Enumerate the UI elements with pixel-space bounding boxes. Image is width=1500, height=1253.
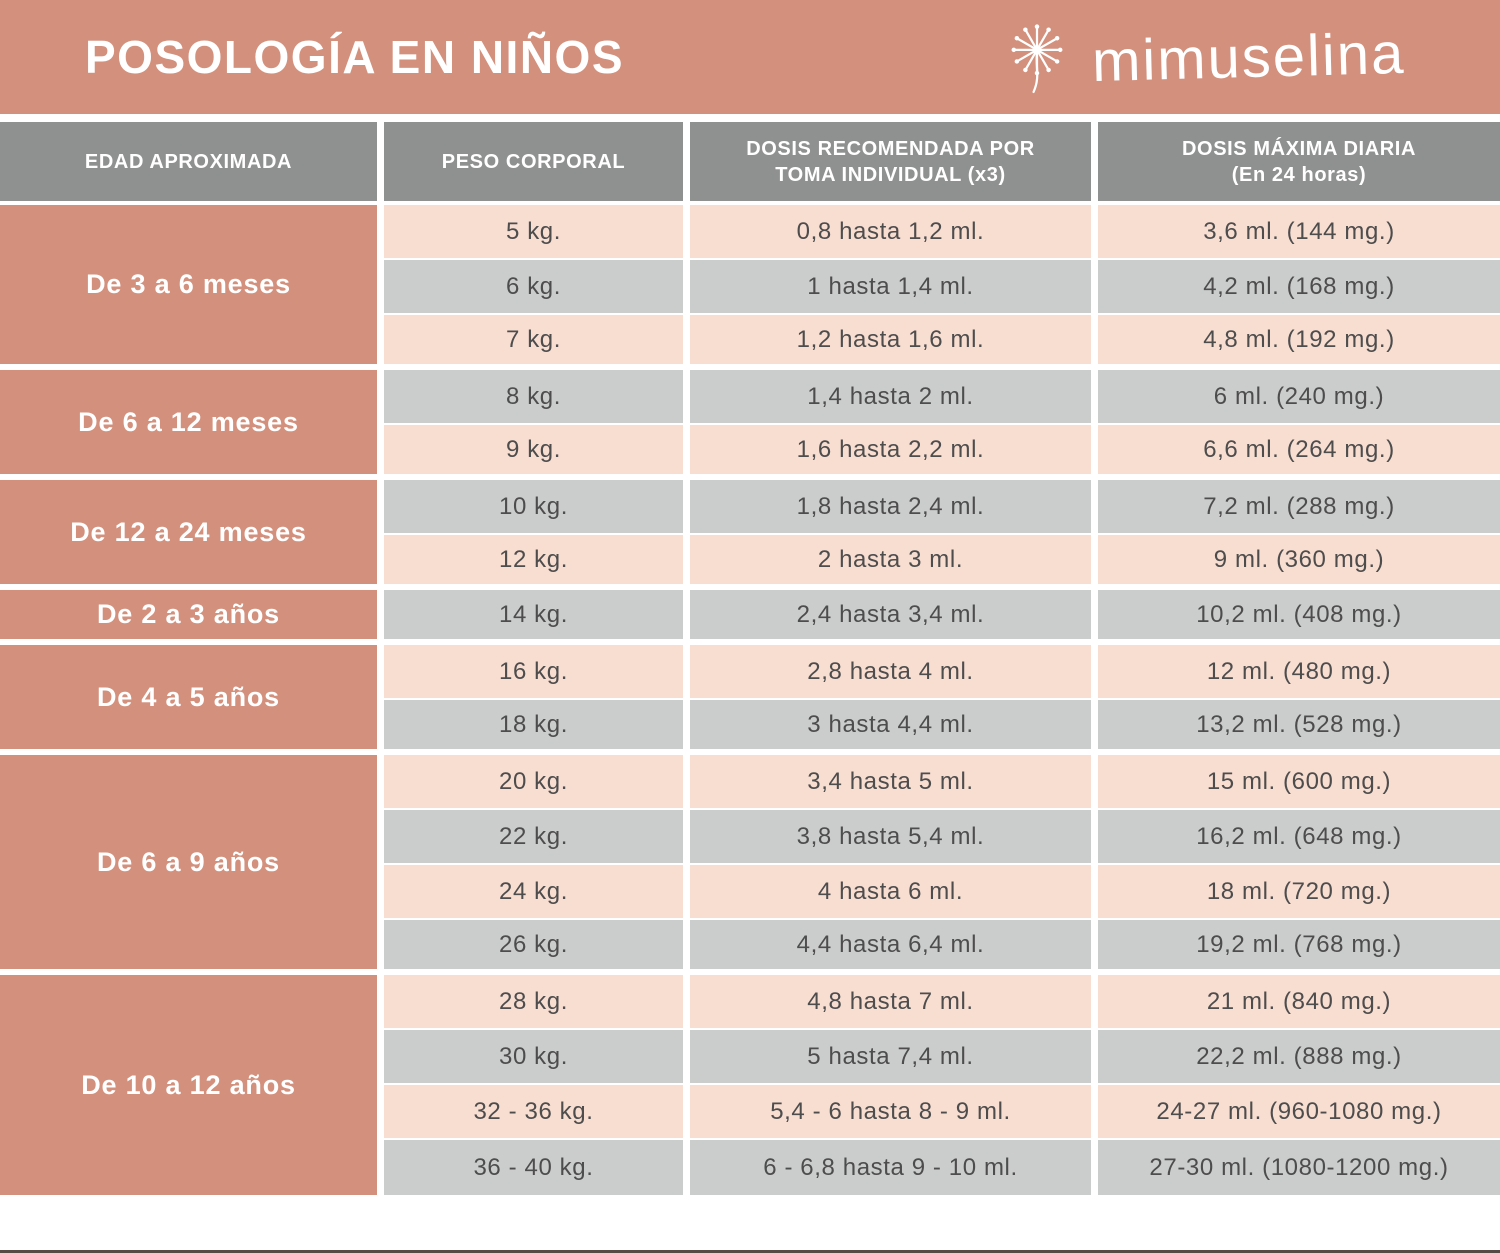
dosis-recomendada-cell: 1,2 hasta 1,6 ml. bbox=[683, 315, 1091, 370]
table-row: 30 kg. 5 hasta 7,4 ml. 22,2 ml. (888 mg.) bbox=[0, 1030, 1500, 1085]
age-group-cell: De 3 a 6 meses bbox=[0, 205, 377, 370]
dosis-maxima-cell: 27-30 ml. (1080-1200 mg.) bbox=[1091, 1140, 1500, 1195]
age-group-cell: De 2 a 3 años bbox=[0, 590, 377, 645]
dosis-recomendada-cell: 6 - 6,8 hasta 9 - 10 ml. bbox=[683, 1140, 1091, 1195]
peso-cell: 10 kg. bbox=[377, 480, 683, 535]
peso-cell: 30 kg. bbox=[377, 1030, 683, 1085]
dosage-table: EDAD APROXIMADA PESO CORPORAL DOSIS RECO… bbox=[0, 122, 1500, 1195]
age-group-cell: De 6 a 12 meses bbox=[0, 370, 377, 480]
table-row: De 2 a 3 años 14 kg. 2,4 hasta 3,4 ml. 10,2… bbox=[0, 590, 1500, 645]
table-body: De 3 a 6 meses 5 kg. 0,8 hasta 1,2 ml. 3,6 … bbox=[0, 205, 1500, 1195]
dosis-recomendada-cell: 2,4 hasta 3,4 ml. bbox=[683, 590, 1091, 645]
table-row: De 3 a 6 meses 5 kg. 0,8 hasta 1,2 ml. 3,6 … bbox=[0, 205, 1500, 370]
peso-cell: 16 kg. bbox=[377, 645, 683, 700]
dosis-maxima-cell: 4,2 ml. (168 mg.) bbox=[1091, 260, 1500, 315]
age-group-cell: De 6 a 9 años bbox=[0, 755, 377, 975]
dosis-recomendada-cell: 5 hasta 7,4 ml. bbox=[683, 1030, 1091, 1085]
peso-cell: 5 kg. bbox=[377, 205, 683, 260]
col-header-edad-aproximada: EDAD APROXIMADA bbox=[0, 122, 377, 205]
dosis-maxima-cell: 10,2 ml. (408 mg.) bbox=[1091, 590, 1500, 645]
peso-cell: 9 kg. bbox=[377, 425, 683, 480]
table-row: 12 kg. 2 hasta 3 ml. 9 ml. (360 mg.) bbox=[0, 535, 1500, 590]
dosis-recomendada-cell: 1,8 hasta 2,4 ml. bbox=[683, 480, 1091, 535]
dosis-maxima-cell: 21 ml. (840 mg.) bbox=[1091, 975, 1500, 1030]
dosis-recomendada-cell: 4,4 hasta 6,4 ml. bbox=[683, 920, 1091, 975]
dosis-maxima-cell: 6 ml. (240 mg.) bbox=[1091, 370, 1500, 425]
table-row: 7 kg. 1,2 hasta 1,6 ml. 4,8 ml. (192 mg.) bbox=[0, 315, 1500, 370]
table-row: 32 - 36 kg. 5,4 - 6 hasta 8 - 9 ml. 24-27 … bbox=[0, 1085, 1500, 1140]
peso-cell: 18 kg. bbox=[377, 700, 683, 755]
table-row: De 12 a 24 meses 10 kg. 1,8 hasta 2,4 ml. 7… bbox=[0, 480, 1500, 590]
col-header-dosis-maxima: DOSIS MÁXIMA DIARIA (En 24 horas) bbox=[1091, 122, 1500, 205]
dosis-maxima-cell: 3,6 ml. (144 mg.) bbox=[1091, 205, 1500, 260]
dosis-recomendada-cell: 3,4 hasta 5 ml. bbox=[683, 755, 1091, 810]
col-header-peso-corporal: PESO CORPORAL bbox=[377, 122, 683, 205]
table-row: 26 kg. 4,4 hasta 6,4 ml. 19,2 ml. (768 mg.… bbox=[0, 920, 1500, 975]
peso-cell: 7 kg. bbox=[377, 315, 683, 370]
peso-cell: 6 kg. bbox=[377, 260, 683, 315]
peso-cell: 32 - 36 kg. bbox=[377, 1085, 683, 1140]
dosis-recomendada-cell: 4,8 hasta 7 ml. bbox=[683, 975, 1091, 1030]
table-row: 22 kg. 3,8 hasta 5,4 ml. 16,2 ml. (648 mg.… bbox=[0, 810, 1500, 865]
age-group-cell: De 10 a 12 años bbox=[0, 975, 377, 1195]
col-header-dosis-recomendada: DOSIS RECOMENDADA POR TOMA INDIVIDUAL (x… bbox=[683, 122, 1091, 205]
age-group-cell: De 12 a 24 meses bbox=[0, 480, 377, 590]
dosis-maxima-cell: 4,8 ml. (192 mg.) bbox=[1091, 315, 1500, 370]
dosis-maxima-cell: 15 ml. (600 mg.) bbox=[1091, 755, 1500, 810]
dosis-maxima-cell: 24-27 ml. (960-1080 mg.) bbox=[1091, 1085, 1500, 1140]
dosis-recomendada-cell: 1,4 hasta 2 ml. bbox=[683, 370, 1091, 425]
table-row: De 4 a 5 años 16 kg. 2,8 hasta 4 ml. 12 ml.… bbox=[0, 645, 1500, 755]
dosis-recomendada-cell: 2 hasta 3 ml. bbox=[683, 535, 1091, 590]
peso-cell: 20 kg. bbox=[377, 755, 683, 810]
table-row: 18 kg. 3 hasta 4,4 ml. 13,2 ml. (528 mg.) bbox=[0, 700, 1500, 755]
table-header-row: EDAD APROXIMADA PESO CORPORAL DOSIS RECO… bbox=[0, 122, 1500, 205]
table-row: 24 kg. 4 hasta 6 ml. 18 ml. (720 mg.) bbox=[0, 865, 1500, 920]
dosis-maxima-cell: 7,2 ml. (288 mg.) bbox=[1091, 480, 1500, 535]
brand-name: mimuselina bbox=[1090, 20, 1406, 94]
dandelion-icon bbox=[1011, 24, 1063, 94]
table-row: 36 - 40 kg. 6 - 6,8 hasta 9 - 10 ml. 27-30… bbox=[0, 1140, 1500, 1195]
dosis-recomendada-cell: 1 hasta 1,4 ml. bbox=[683, 260, 1091, 315]
peso-cell: 12 kg. bbox=[377, 535, 683, 590]
dosis-recomendada-cell: 0,8 hasta 1,2 ml. bbox=[683, 205, 1091, 260]
page-title: POSOLOGÍA EN NIÑOS bbox=[85, 31, 625, 83]
dosis-maxima-cell: 22,2 ml. (888 mg.) bbox=[1091, 1030, 1500, 1085]
dosis-maxima-cell: 9 ml. (360 mg.) bbox=[1091, 535, 1500, 590]
dosis-maxima-cell: 13,2 ml. (528 mg.) bbox=[1091, 700, 1500, 755]
table-row: De 6 a 9 años 20 kg. 3,4 hasta 5 ml. 15 ml.… bbox=[0, 755, 1500, 975]
dosis-maxima-cell: 19,2 ml. (768 mg.) bbox=[1091, 920, 1500, 975]
dosis-recomendada-cell: 5,4 - 6 hasta 8 - 9 ml. bbox=[683, 1085, 1091, 1140]
age-group-cell: De 4 a 5 años bbox=[0, 645, 377, 755]
table-row: De 6 a 12 meses 8 kg. 1,4 hasta 2 ml. 6 ml.… bbox=[0, 370, 1500, 480]
peso-cell: 36 - 40 kg. bbox=[377, 1140, 683, 1195]
peso-cell: 22 kg. bbox=[377, 810, 683, 865]
peso-cell: 8 kg. bbox=[377, 370, 683, 425]
dosis-recomendada-cell: 4 hasta 6 ml. bbox=[683, 865, 1091, 920]
dosis-recomendada-cell: 2,8 hasta 4 ml. bbox=[683, 645, 1091, 700]
dosis-maxima-cell: 18 ml. (720 mg.) bbox=[1091, 865, 1500, 920]
peso-cell: 24 kg. bbox=[377, 865, 683, 920]
dosis-maxima-cell: 16,2 ml. (648 mg.) bbox=[1091, 810, 1500, 865]
brand-logo: mimuselina bbox=[994, 13, 1406, 101]
dosis-recomendada-cell: 3,8 hasta 5,4 ml. bbox=[683, 810, 1091, 865]
dosis-maxima-cell: 6,6 ml. (264 mg.) bbox=[1091, 425, 1500, 480]
peso-cell: 28 kg. bbox=[377, 975, 683, 1030]
dosis-recomendada-cell: 3 hasta 4,4 ml. bbox=[683, 700, 1091, 755]
table-row: 6 kg. 1 hasta 1,4 ml. 4,2 ml. (168 mg.) bbox=[0, 260, 1500, 315]
table-row: De 10 a 12 años 28 kg. 4,8 hasta 7 ml. 21 m… bbox=[0, 975, 1500, 1195]
peso-cell: 14 kg. bbox=[377, 590, 683, 645]
table-row: 9 kg. 1,6 hasta 2,2 ml. 6,6 ml. (264 mg.) bbox=[0, 425, 1500, 480]
dosis-maxima-cell: 12 ml. (480 mg.) bbox=[1091, 645, 1500, 700]
peso-cell: 26 kg. bbox=[377, 920, 683, 975]
dosis-recomendada-cell: 1,6 hasta 2,2 ml. bbox=[683, 425, 1091, 480]
banner: POSOLOGÍA EN NIÑOS bbox=[0, 0, 1500, 114]
